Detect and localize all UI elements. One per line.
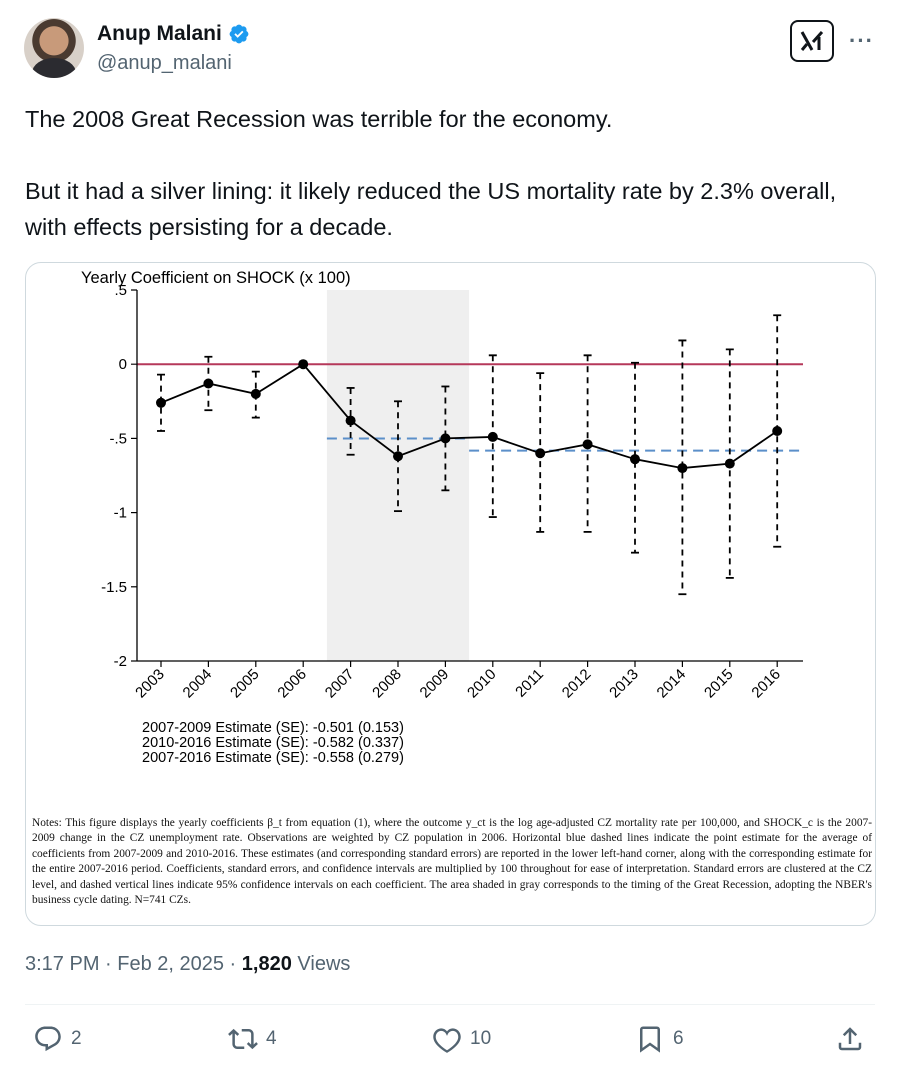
- estimates-block: 2007-2009 Estimate (SE): -0.501 (0.153) …: [142, 721, 404, 766]
- grok-icon[interactable]: [790, 20, 834, 62]
- y-tick-label: 0: [119, 356, 127, 373]
- x-tick-label: 2006: [274, 666, 310, 702]
- tweet-paragraph: But it had a silver lining: it likely re…: [25, 178, 837, 240]
- y-tick-label: -1: [114, 505, 127, 522]
- confidence-interval: [157, 373, 165, 432]
- estimate-line: 2010-2016 Estimate (SE): -0.582 (0.337): [142, 735, 404, 751]
- timestamp[interactable]: 3:17 PM · Feb 2, 2025 ·: [25, 953, 242, 975]
- share-icon: [838, 1027, 862, 1051]
- views-count: 1,820: [241, 953, 292, 975]
- data-point: [250, 388, 261, 399]
- x-tick-label: 2008: [369, 666, 405, 702]
- series-line: [160, 363, 778, 469]
- confidence-interval: [394, 400, 402, 513]
- action-bar: 2 4 10 6: [25, 1024, 875, 1060]
- data-point: [298, 359, 309, 370]
- data-point: [630, 454, 640, 465]
- bookmark-button[interactable]: 6: [635, 1024, 684, 1054]
- author-name-row[interactable]: Anup Malani: [97, 22, 250, 46]
- tweet-header: Anup Malani @anup_malani ···: [24, 18, 874, 80]
- tweet-text: The 2008 Great Recession was terrible fo…: [25, 101, 875, 245]
- like-count: 10: [470, 1028, 492, 1049]
- x-tick-label: 2004: [180, 666, 216, 702]
- estimate-line: 2007-2016 Estimate (SE): -0.558 (0.279): [142, 750, 404, 766]
- x-tick-label: 2016: [748, 666, 784, 702]
- tweet-image[interactable]: .5 0 -.5 -1 -1.5 -2 2003 2004 2005 2006 2007 2008 2…: [25, 262, 876, 926]
- data-point: [440, 433, 451, 444]
- figure-notes: Notes: This figure displays the yearly c…: [32, 817, 872, 907]
- confidence-interval: [441, 385, 450, 492]
- like-icon: [433, 1028, 461, 1053]
- x-tick-label: 2013: [606, 666, 642, 702]
- x-tick-label: 2010: [464, 666, 500, 702]
- views-label: Views: [291, 953, 351, 975]
- data-point: [203, 378, 214, 389]
- data-point: [345, 415, 356, 426]
- data-point: [535, 448, 546, 459]
- x-tick-label: 2005: [227, 666, 263, 702]
- x-tick-label: 2012: [559, 666, 595, 702]
- reply-icon: [35, 1026, 61, 1052]
- data-point: [393, 451, 403, 462]
- repost-icon: [228, 1028, 258, 1050]
- verified-badge-icon: [229, 24, 249, 44]
- y-tick-label: .5: [114, 282, 127, 299]
- x-tick-label: 2007: [322, 666, 358, 702]
- tweet-meta: 3:17 PM · Feb 2, 2025 · 1,820 Views: [25, 953, 350, 976]
- share-button[interactable]: [835, 1024, 865, 1054]
- y-tick-label: -2: [114, 653, 127, 670]
- chart-title: Yearly Coefficient on SHOCK (x 100): [81, 269, 351, 287]
- x-tick-label: 2003: [132, 666, 168, 702]
- repost-count: 4: [266, 1028, 277, 1049]
- divider: [25, 1004, 875, 1005]
- data-point: [582, 439, 593, 450]
- x-tick-label: 2011: [512, 666, 547, 701]
- author-name[interactable]: Anup Malani: [97, 22, 222, 45]
- tweet-paragraph: The 2008 Great Recession was terrible fo…: [25, 106, 613, 132]
- x-tick-label: 2014: [654, 666, 690, 702]
- bookmark-count: 6: [673, 1028, 684, 1049]
- x-tick-label: 2009: [417, 666, 453, 702]
- confidence-interval: [631, 361, 639, 554]
- coefficient-chart: .5 0 -.5 -1 -1.5 -2 2003 2004 2005 2006 2007 2008 2…: [81, 269, 803, 702]
- author-handle[interactable]: @anup_malani: [97, 52, 232, 74]
- data-point: [156, 397, 166, 408]
- bookmark-icon: [640, 1026, 660, 1053]
- recession-shade: [326, 290, 470, 661]
- data-point: [677, 463, 688, 474]
- y-tick-label: -1.5: [101, 579, 127, 596]
- more-icon[interactable]: ···: [849, 28, 874, 53]
- x-tick-label: 2015: [701, 666, 737, 702]
- estimate-line: 2007-2009 Estimate (SE): -0.501 (0.153): [142, 720, 404, 736]
- data-point: [772, 425, 783, 436]
- avatar[interactable]: [24, 18, 84, 78]
- like-button[interactable]: 10: [432, 1024, 491, 1054]
- data-point: [487, 431, 498, 442]
- reply-count: 2: [71, 1028, 82, 1049]
- y-tick-label: -.5: [109, 430, 127, 447]
- data-point: [724, 458, 735, 469]
- repost-button[interactable]: 4: [228, 1024, 277, 1054]
- reply-button[interactable]: 2: [33, 1024, 82, 1054]
